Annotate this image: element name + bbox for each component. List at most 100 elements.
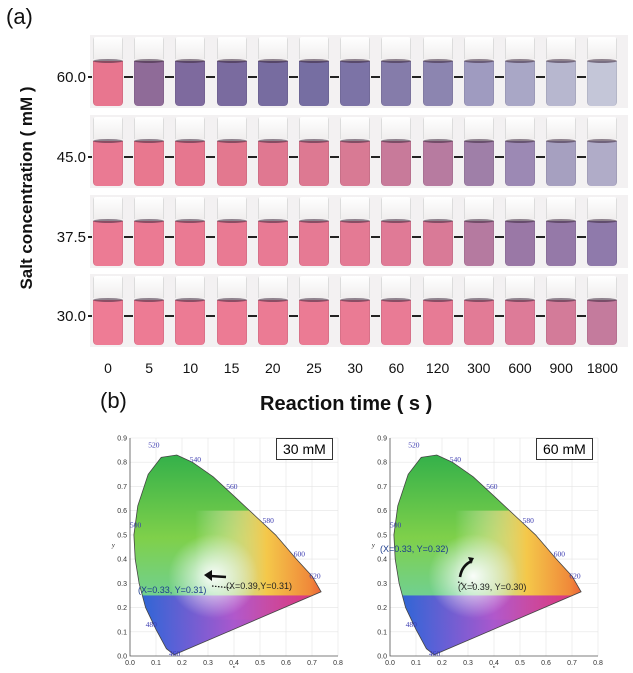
vial bbox=[134, 117, 165, 186]
y-tick-label: 0.8 bbox=[117, 460, 127, 467]
coord-end-label: (X=0.39, Y=0.30) bbox=[458, 582, 527, 592]
y-tick-label: 0.7 bbox=[117, 484, 127, 491]
time-tick-label: 60 bbox=[388, 360, 405, 376]
time-tick-label: 300 bbox=[467, 360, 491, 376]
vial bbox=[546, 117, 577, 186]
y-tick-label: 0.3 bbox=[117, 581, 127, 588]
vial bbox=[381, 117, 412, 186]
cie-box-label: 30 mM bbox=[276, 438, 333, 460]
y-tick-label: 0.7 bbox=[377, 484, 387, 491]
cie-diagram-30mm: 0.0 0.1 0.2 0.3 0.4 0.5 0.6 0.7 0.8 0.0 0.1 0.2 0.3 0… bbox=[108, 432, 353, 672]
x-tick-label: 0.2 bbox=[437, 660, 447, 667]
x-tick-label: 0.1 bbox=[411, 660, 421, 667]
x-axis-label: x bbox=[492, 665, 496, 668]
wavelength-label: 480 bbox=[146, 620, 158, 629]
vial bbox=[93, 276, 123, 345]
y-tick-label: 0.0 bbox=[377, 654, 387, 661]
cie-diagram-60mm: 0.0 0.1 0.2 0.3 0.4 0.5 0.6 0.7 0.8 0.0 0.1 0.2 0.3 0… bbox=[368, 432, 613, 672]
vial bbox=[463, 276, 494, 345]
y-tick-label: 0.0 bbox=[117, 654, 127, 661]
panel-a-label: (a) bbox=[6, 4, 33, 29]
wavelength-label: 580 bbox=[263, 516, 275, 525]
vial bbox=[93, 197, 123, 266]
y-tick-label: 0.4 bbox=[377, 557, 387, 564]
x-tick-label: 0.6 bbox=[541, 660, 551, 667]
vial bbox=[216, 37, 247, 106]
vial bbox=[463, 197, 494, 266]
y-tick-label: 0.2 bbox=[377, 605, 387, 612]
wavelength-label: 520 bbox=[408, 441, 420, 450]
vial bbox=[175, 37, 206, 106]
x-tick-label: 0.6 bbox=[281, 660, 291, 667]
y-tick-label: 0.1 bbox=[377, 629, 387, 636]
vial bbox=[422, 197, 453, 266]
y-tick-label: 0.9 bbox=[377, 436, 387, 443]
x-axis-label: Reaction time ( s ) bbox=[260, 393, 433, 415]
coord-end-label: (X=0.39,Y=0.31) bbox=[226, 581, 293, 591]
vial bbox=[134, 197, 165, 266]
x-tick-label: 0.4 bbox=[229, 660, 239, 667]
y-tick-label: 0.3 bbox=[377, 581, 387, 588]
wavelength-label: 500 bbox=[390, 521, 402, 530]
vial bbox=[587, 276, 618, 345]
coord-start-label: (X=0.33, Y=0.31) bbox=[138, 585, 207, 595]
vial bbox=[505, 37, 535, 106]
x-tick-label: 0.2 bbox=[177, 660, 187, 667]
y-tick-label: 0.9 bbox=[117, 436, 127, 443]
vial bbox=[175, 276, 206, 345]
y-tick-label: 0.6 bbox=[117, 508, 127, 515]
time-tick-label: 10 bbox=[182, 360, 199, 376]
vial bbox=[299, 37, 329, 106]
wavelength-label: 560 bbox=[226, 482, 238, 491]
vial bbox=[587, 117, 618, 186]
concentration-label: 45.0 bbox=[56, 149, 86, 166]
x-tick-label: 0.5 bbox=[255, 660, 265, 667]
vial bbox=[340, 37, 371, 106]
time-tick-label: 5 bbox=[145, 360, 154, 376]
panel-b-label: (b) bbox=[100, 388, 127, 413]
x-tick-label: 0.8 bbox=[593, 660, 603, 667]
vial bbox=[299, 276, 329, 345]
time-tick-label: 30 bbox=[347, 360, 363, 376]
time-tick-label: 120 bbox=[425, 360, 450, 376]
time-tick-label: 15 bbox=[223, 360, 240, 376]
x-axis-label: x bbox=[232, 665, 236, 668]
vial bbox=[505, 117, 535, 186]
vial bbox=[463, 37, 494, 106]
vial bbox=[175, 197, 206, 266]
y-axis-label: y bbox=[111, 543, 115, 549]
x-tick-label: 0.7 bbox=[307, 660, 317, 667]
x-tick-label: 0.1 bbox=[151, 660, 161, 667]
x-tick-label: 0.7 bbox=[567, 660, 577, 667]
y-tick-label: 0.2 bbox=[117, 605, 127, 612]
concentration-label: 30.0 bbox=[56, 308, 86, 325]
time-tick-label: 20 bbox=[265, 360, 281, 376]
vial bbox=[546, 276, 577, 345]
vial bbox=[340, 117, 371, 186]
y-tick-label: 0.5 bbox=[377, 532, 387, 539]
concentration-label: 60.0 bbox=[56, 69, 86, 86]
vial bbox=[546, 37, 577, 106]
time-tick-label: 1800 bbox=[586, 360, 618, 376]
vial bbox=[175, 117, 206, 186]
vial bbox=[340, 276, 371, 345]
y-tick-label: 0.1 bbox=[117, 629, 127, 636]
x-tick-label: 0.0 bbox=[125, 660, 135, 667]
vial bbox=[216, 276, 247, 345]
time-tick-label: 900 bbox=[549, 360, 573, 376]
x-tick-label: 0.8 bbox=[333, 660, 343, 667]
wavelength-label: 520 bbox=[148, 441, 160, 450]
vial bbox=[381, 276, 412, 345]
wavelength-label: 500 bbox=[130, 521, 142, 530]
vial bbox=[505, 197, 535, 266]
vial bbox=[216, 117, 247, 186]
wavelength-label: 620 bbox=[309, 571, 321, 580]
x-tick-label: 0.0 bbox=[385, 660, 395, 667]
vial bbox=[381, 197, 412, 266]
vial bbox=[299, 197, 329, 266]
wavelength-label: 480 bbox=[406, 620, 418, 629]
wavelength-label: 620 bbox=[569, 571, 581, 580]
time-tick-label: 25 bbox=[306, 360, 322, 376]
vial bbox=[422, 37, 453, 106]
wavelength-label: 460 bbox=[429, 649, 441, 658]
